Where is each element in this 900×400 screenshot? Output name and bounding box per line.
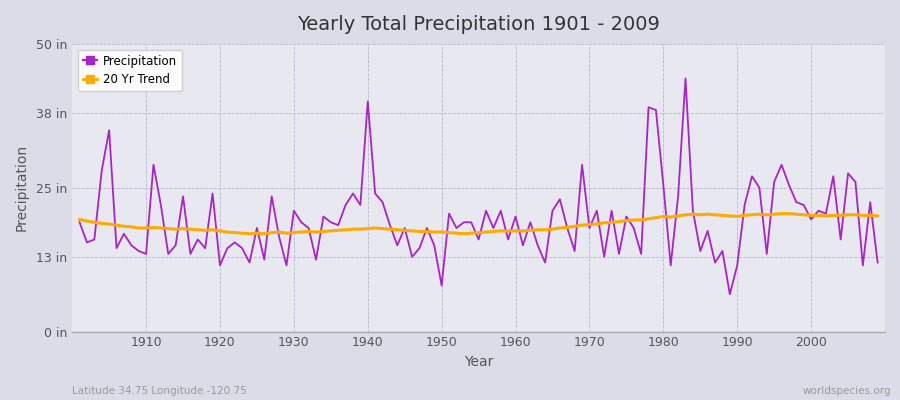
Legend: Precipitation, 20 Yr Trend: Precipitation, 20 Yr Trend <box>78 50 182 91</box>
Precipitation <box>503 237 514 242</box>
20 Yr Trend <box>776 211 787 216</box>
20 Yr Trend <box>510 228 521 233</box>
20 Yr Trend <box>74 217 85 222</box>
20 Yr Trend <box>244 231 255 236</box>
20 Yr Trend <box>607 220 617 225</box>
Y-axis label: Precipitation: Precipitation <box>15 144 29 231</box>
20 Yr Trend <box>518 228 528 233</box>
Precipitation <box>872 260 883 265</box>
Title: Yearly Total Precipitation 1901 - 2009: Yearly Total Precipitation 1901 - 2009 <box>297 15 660 34</box>
Precipitation <box>598 254 609 259</box>
Precipitation <box>296 220 307 225</box>
Precipitation <box>340 202 351 207</box>
X-axis label: Year: Year <box>464 355 493 369</box>
Precipitation <box>74 220 85 225</box>
Line: 20 Yr Trend: 20 Yr Trend <box>79 214 878 234</box>
Text: Latitude 34.75 Longitude -120.75: Latitude 34.75 Longitude -120.75 <box>72 386 247 396</box>
20 Yr Trend <box>303 229 314 234</box>
Precipitation <box>680 76 691 81</box>
Precipitation <box>133 249 144 254</box>
Precipitation <box>510 214 521 219</box>
20 Yr Trend <box>347 227 358 232</box>
20 Yr Trend <box>872 214 883 218</box>
20 Yr Trend <box>133 226 144 230</box>
Precipitation <box>724 292 735 296</box>
Text: worldspecies.org: worldspecies.org <box>803 386 891 396</box>
Line: Precipitation: Precipitation <box>79 78 878 294</box>
